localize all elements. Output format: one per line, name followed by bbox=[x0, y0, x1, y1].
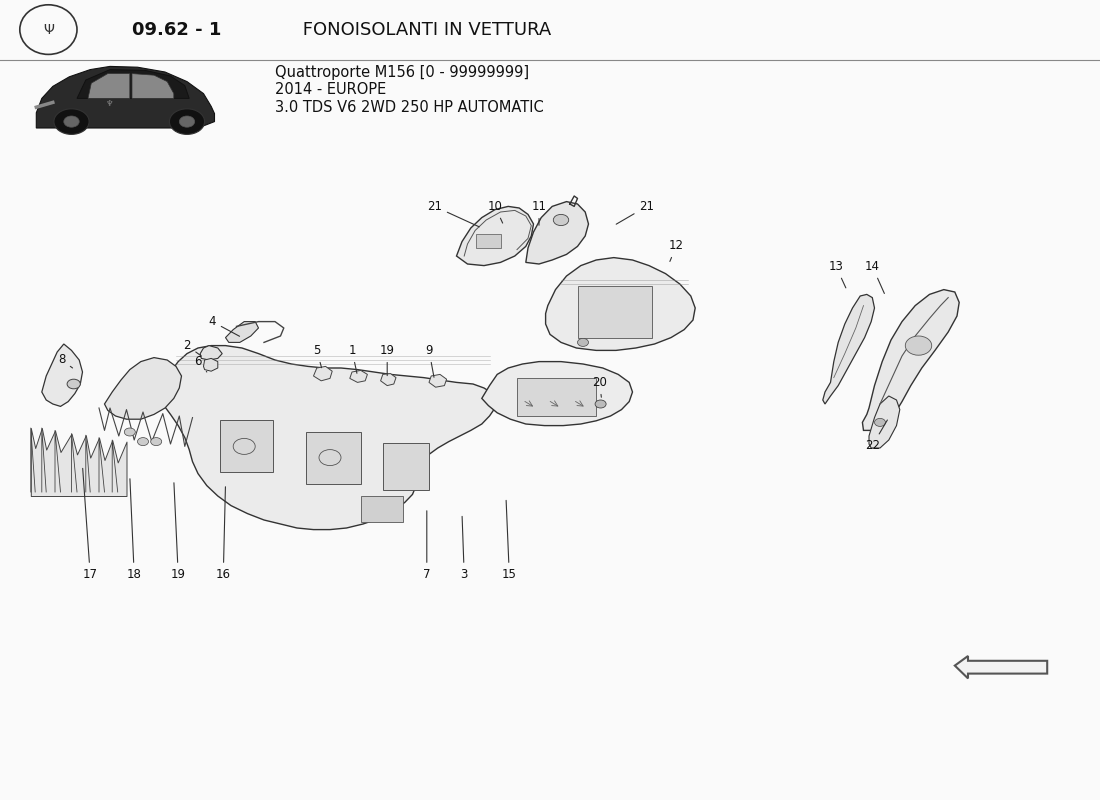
Polygon shape bbox=[862, 290, 959, 430]
Bar bbox=[383, 443, 429, 490]
Circle shape bbox=[874, 418, 886, 426]
Text: 09.62 - 1: 09.62 - 1 bbox=[132, 21, 221, 38]
Polygon shape bbox=[160, 346, 497, 530]
Text: 2014 - EUROPE: 2014 - EUROPE bbox=[275, 82, 386, 97]
Bar bbox=[306, 432, 361, 484]
Circle shape bbox=[595, 400, 606, 408]
Circle shape bbox=[67, 379, 80, 389]
Circle shape bbox=[64, 116, 79, 127]
Text: 17: 17 bbox=[82, 468, 98, 581]
Circle shape bbox=[54, 109, 89, 134]
Circle shape bbox=[578, 338, 588, 346]
Text: 1: 1 bbox=[349, 344, 356, 374]
Text: FONOISOLANTI IN VETTURA: FONOISOLANTI IN VETTURA bbox=[297, 21, 551, 38]
Polygon shape bbox=[482, 362, 632, 426]
Polygon shape bbox=[823, 294, 874, 404]
Polygon shape bbox=[204, 358, 218, 371]
Text: 10: 10 bbox=[487, 200, 503, 223]
Polygon shape bbox=[456, 206, 534, 266]
Polygon shape bbox=[869, 396, 900, 448]
Bar bbox=[517, 378, 596, 416]
Text: ♆: ♆ bbox=[107, 99, 113, 109]
Text: 4: 4 bbox=[209, 315, 240, 336]
Text: 18: 18 bbox=[126, 478, 142, 581]
Circle shape bbox=[169, 109, 205, 134]
Text: 12: 12 bbox=[669, 239, 684, 262]
Text: 6: 6 bbox=[195, 355, 207, 372]
Text: 15: 15 bbox=[502, 500, 517, 581]
Polygon shape bbox=[526, 202, 588, 264]
Polygon shape bbox=[314, 366, 332, 381]
Polygon shape bbox=[429, 374, 447, 387]
Text: 9: 9 bbox=[426, 344, 434, 378]
Text: 5: 5 bbox=[314, 344, 321, 368]
Polygon shape bbox=[955, 656, 1047, 678]
Text: 21: 21 bbox=[427, 200, 480, 227]
Circle shape bbox=[553, 214, 569, 226]
Text: 21: 21 bbox=[616, 200, 654, 224]
Bar bbox=[220, 420, 273, 472]
Text: 8: 8 bbox=[58, 354, 73, 368]
Text: 3.0 TDS V6 2WD 250 HP AUTOMATIC: 3.0 TDS V6 2WD 250 HP AUTOMATIC bbox=[275, 100, 543, 114]
Text: 19: 19 bbox=[379, 344, 395, 376]
Polygon shape bbox=[381, 374, 396, 386]
Text: Quattroporte M156 [0 - 99999999]: Quattroporte M156 [0 - 99999999] bbox=[275, 65, 529, 79]
Circle shape bbox=[138, 438, 148, 446]
Text: 2: 2 bbox=[184, 339, 201, 356]
Polygon shape bbox=[77, 70, 189, 98]
Polygon shape bbox=[42, 344, 82, 406]
Text: 14: 14 bbox=[865, 260, 884, 294]
Text: 22: 22 bbox=[865, 420, 888, 452]
Polygon shape bbox=[546, 258, 695, 350]
Polygon shape bbox=[132, 74, 174, 98]
Polygon shape bbox=[200, 346, 222, 360]
Polygon shape bbox=[88, 74, 130, 98]
Text: 3: 3 bbox=[461, 516, 468, 581]
Circle shape bbox=[179, 116, 195, 127]
Polygon shape bbox=[104, 358, 182, 419]
Text: 13: 13 bbox=[828, 260, 846, 288]
Text: Ψ: Ψ bbox=[43, 22, 54, 37]
Text: 20: 20 bbox=[592, 376, 607, 398]
Circle shape bbox=[905, 336, 932, 355]
Bar bbox=[476, 234, 501, 248]
Circle shape bbox=[124, 428, 135, 436]
Circle shape bbox=[319, 450, 341, 466]
Text: 7: 7 bbox=[424, 510, 430, 581]
Circle shape bbox=[151, 438, 162, 446]
Bar bbox=[361, 496, 403, 522]
Circle shape bbox=[233, 438, 255, 454]
Polygon shape bbox=[350, 370, 367, 382]
Text: 16: 16 bbox=[216, 486, 231, 581]
Bar bbox=[578, 286, 652, 338]
Text: 11: 11 bbox=[531, 200, 547, 226]
Polygon shape bbox=[36, 66, 215, 128]
Text: 19: 19 bbox=[170, 482, 186, 581]
Polygon shape bbox=[226, 322, 258, 342]
